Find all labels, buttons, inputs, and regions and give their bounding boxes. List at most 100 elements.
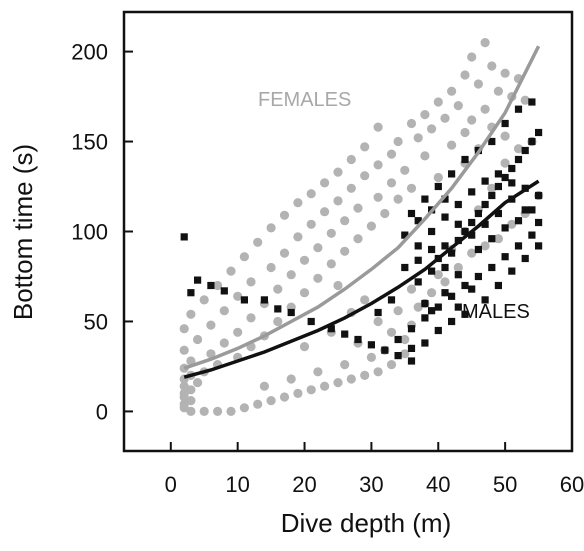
male-point bbox=[494, 281, 502, 290]
female-point bbox=[226, 266, 236, 276]
female-point bbox=[346, 374, 356, 384]
female-point bbox=[313, 243, 323, 253]
female-point bbox=[213, 280, 223, 291]
female-point bbox=[259, 381, 269, 391]
males-label: MALES bbox=[462, 301, 530, 323]
female-point bbox=[440, 277, 450, 287]
female-point bbox=[386, 360, 397, 370]
female-point bbox=[273, 316, 283, 327]
female-point bbox=[480, 241, 490, 251]
x-tick-label: 40 bbox=[426, 472, 450, 497]
female-point bbox=[353, 234, 363, 244]
female-point bbox=[326, 228, 336, 238]
male-point bbox=[401, 263, 409, 272]
female-point bbox=[413, 302, 423, 312]
male-point bbox=[514, 242, 523, 250]
male-point bbox=[448, 249, 456, 257]
female-point bbox=[427, 288, 437, 298]
male-point bbox=[434, 326, 442, 335]
female-point bbox=[340, 246, 350, 256]
female-point bbox=[433, 270, 443, 280]
male-point bbox=[535, 191, 543, 200]
male-point bbox=[421, 299, 429, 308]
female-point bbox=[186, 406, 196, 416]
female-point bbox=[333, 167, 343, 177]
female-point bbox=[313, 367, 323, 377]
female-point bbox=[513, 144, 524, 154]
male-point bbox=[381, 346, 389, 354]
male-point bbox=[461, 227, 469, 236]
female-point bbox=[186, 356, 196, 366]
male-point bbox=[461, 310, 469, 318]
female-point bbox=[420, 151, 430, 161]
male-point bbox=[287, 308, 295, 317]
male-point bbox=[448, 292, 456, 300]
female-point bbox=[393, 136, 403, 147]
male-point bbox=[448, 317, 456, 326]
male-point bbox=[514, 105, 523, 113]
female-point bbox=[340, 360, 350, 370]
male-point bbox=[194, 276, 202, 284]
y-tick-label: 100 bbox=[71, 220, 108, 245]
male-point bbox=[481, 220, 489, 228]
female-point bbox=[346, 183, 356, 193]
male-point bbox=[180, 233, 188, 241]
female-point bbox=[299, 288, 310, 298]
male-point bbox=[428, 307, 436, 315]
female-point bbox=[360, 142, 370, 152]
male-point bbox=[488, 191, 496, 200]
female-point bbox=[386, 149, 397, 159]
male-point bbox=[514, 155, 523, 164]
male-point bbox=[474, 272, 482, 281]
female-point bbox=[413, 133, 423, 143]
male-point bbox=[307, 317, 315, 326]
male-point bbox=[528, 206, 536, 214]
female-point bbox=[179, 324, 189, 334]
female-point bbox=[473, 79, 483, 89]
y-tick-label: 50 bbox=[84, 309, 108, 334]
female-point bbox=[306, 385, 316, 395]
female-point bbox=[373, 160, 383, 170]
x-axis-ticks: 0 10 20 30 40 50 60 bbox=[165, 442, 584, 497]
female-point bbox=[340, 216, 350, 226]
female-point bbox=[433, 172, 443, 183]
female-point bbox=[253, 399, 263, 409]
male-point bbox=[535, 242, 543, 250]
female-point bbox=[360, 295, 370, 305]
male-point bbox=[407, 357, 416, 365]
male-point bbox=[207, 281, 215, 290]
male-point bbox=[468, 218, 476, 227]
female-point bbox=[286, 270, 296, 280]
female-point bbox=[306, 189, 316, 199]
female-point bbox=[306, 219, 316, 229]
male-point bbox=[354, 335, 362, 344]
female-point bbox=[193, 334, 203, 345]
female-point bbox=[333, 280, 343, 291]
male-point bbox=[481, 177, 489, 185]
male-point bbox=[434, 303, 442, 311]
male-point bbox=[461, 155, 469, 164]
female-point bbox=[360, 171, 370, 181]
male-point bbox=[521, 206, 529, 214]
male-point bbox=[421, 195, 429, 203]
female-point bbox=[233, 291, 243, 301]
male-point bbox=[481, 296, 489, 304]
female-point bbox=[226, 406, 236, 416]
male-point bbox=[454, 271, 462, 279]
female-point bbox=[333, 378, 343, 388]
female-point bbox=[199, 406, 209, 416]
female-point bbox=[239, 403, 249, 413]
female-point bbox=[433, 97, 443, 107]
male-point bbox=[441, 289, 449, 297]
male-point bbox=[434, 182, 442, 191]
male-point bbox=[341, 330, 349, 338]
male-point bbox=[528, 231, 536, 239]
male-point bbox=[448, 170, 456, 178]
female-point bbox=[460, 127, 470, 138]
female-point bbox=[500, 68, 510, 78]
male-point bbox=[407, 344, 416, 352]
female-point bbox=[279, 210, 290, 220]
female-point bbox=[427, 124, 437, 134]
male-point bbox=[441, 213, 449, 221]
male-point bbox=[508, 164, 516, 173]
